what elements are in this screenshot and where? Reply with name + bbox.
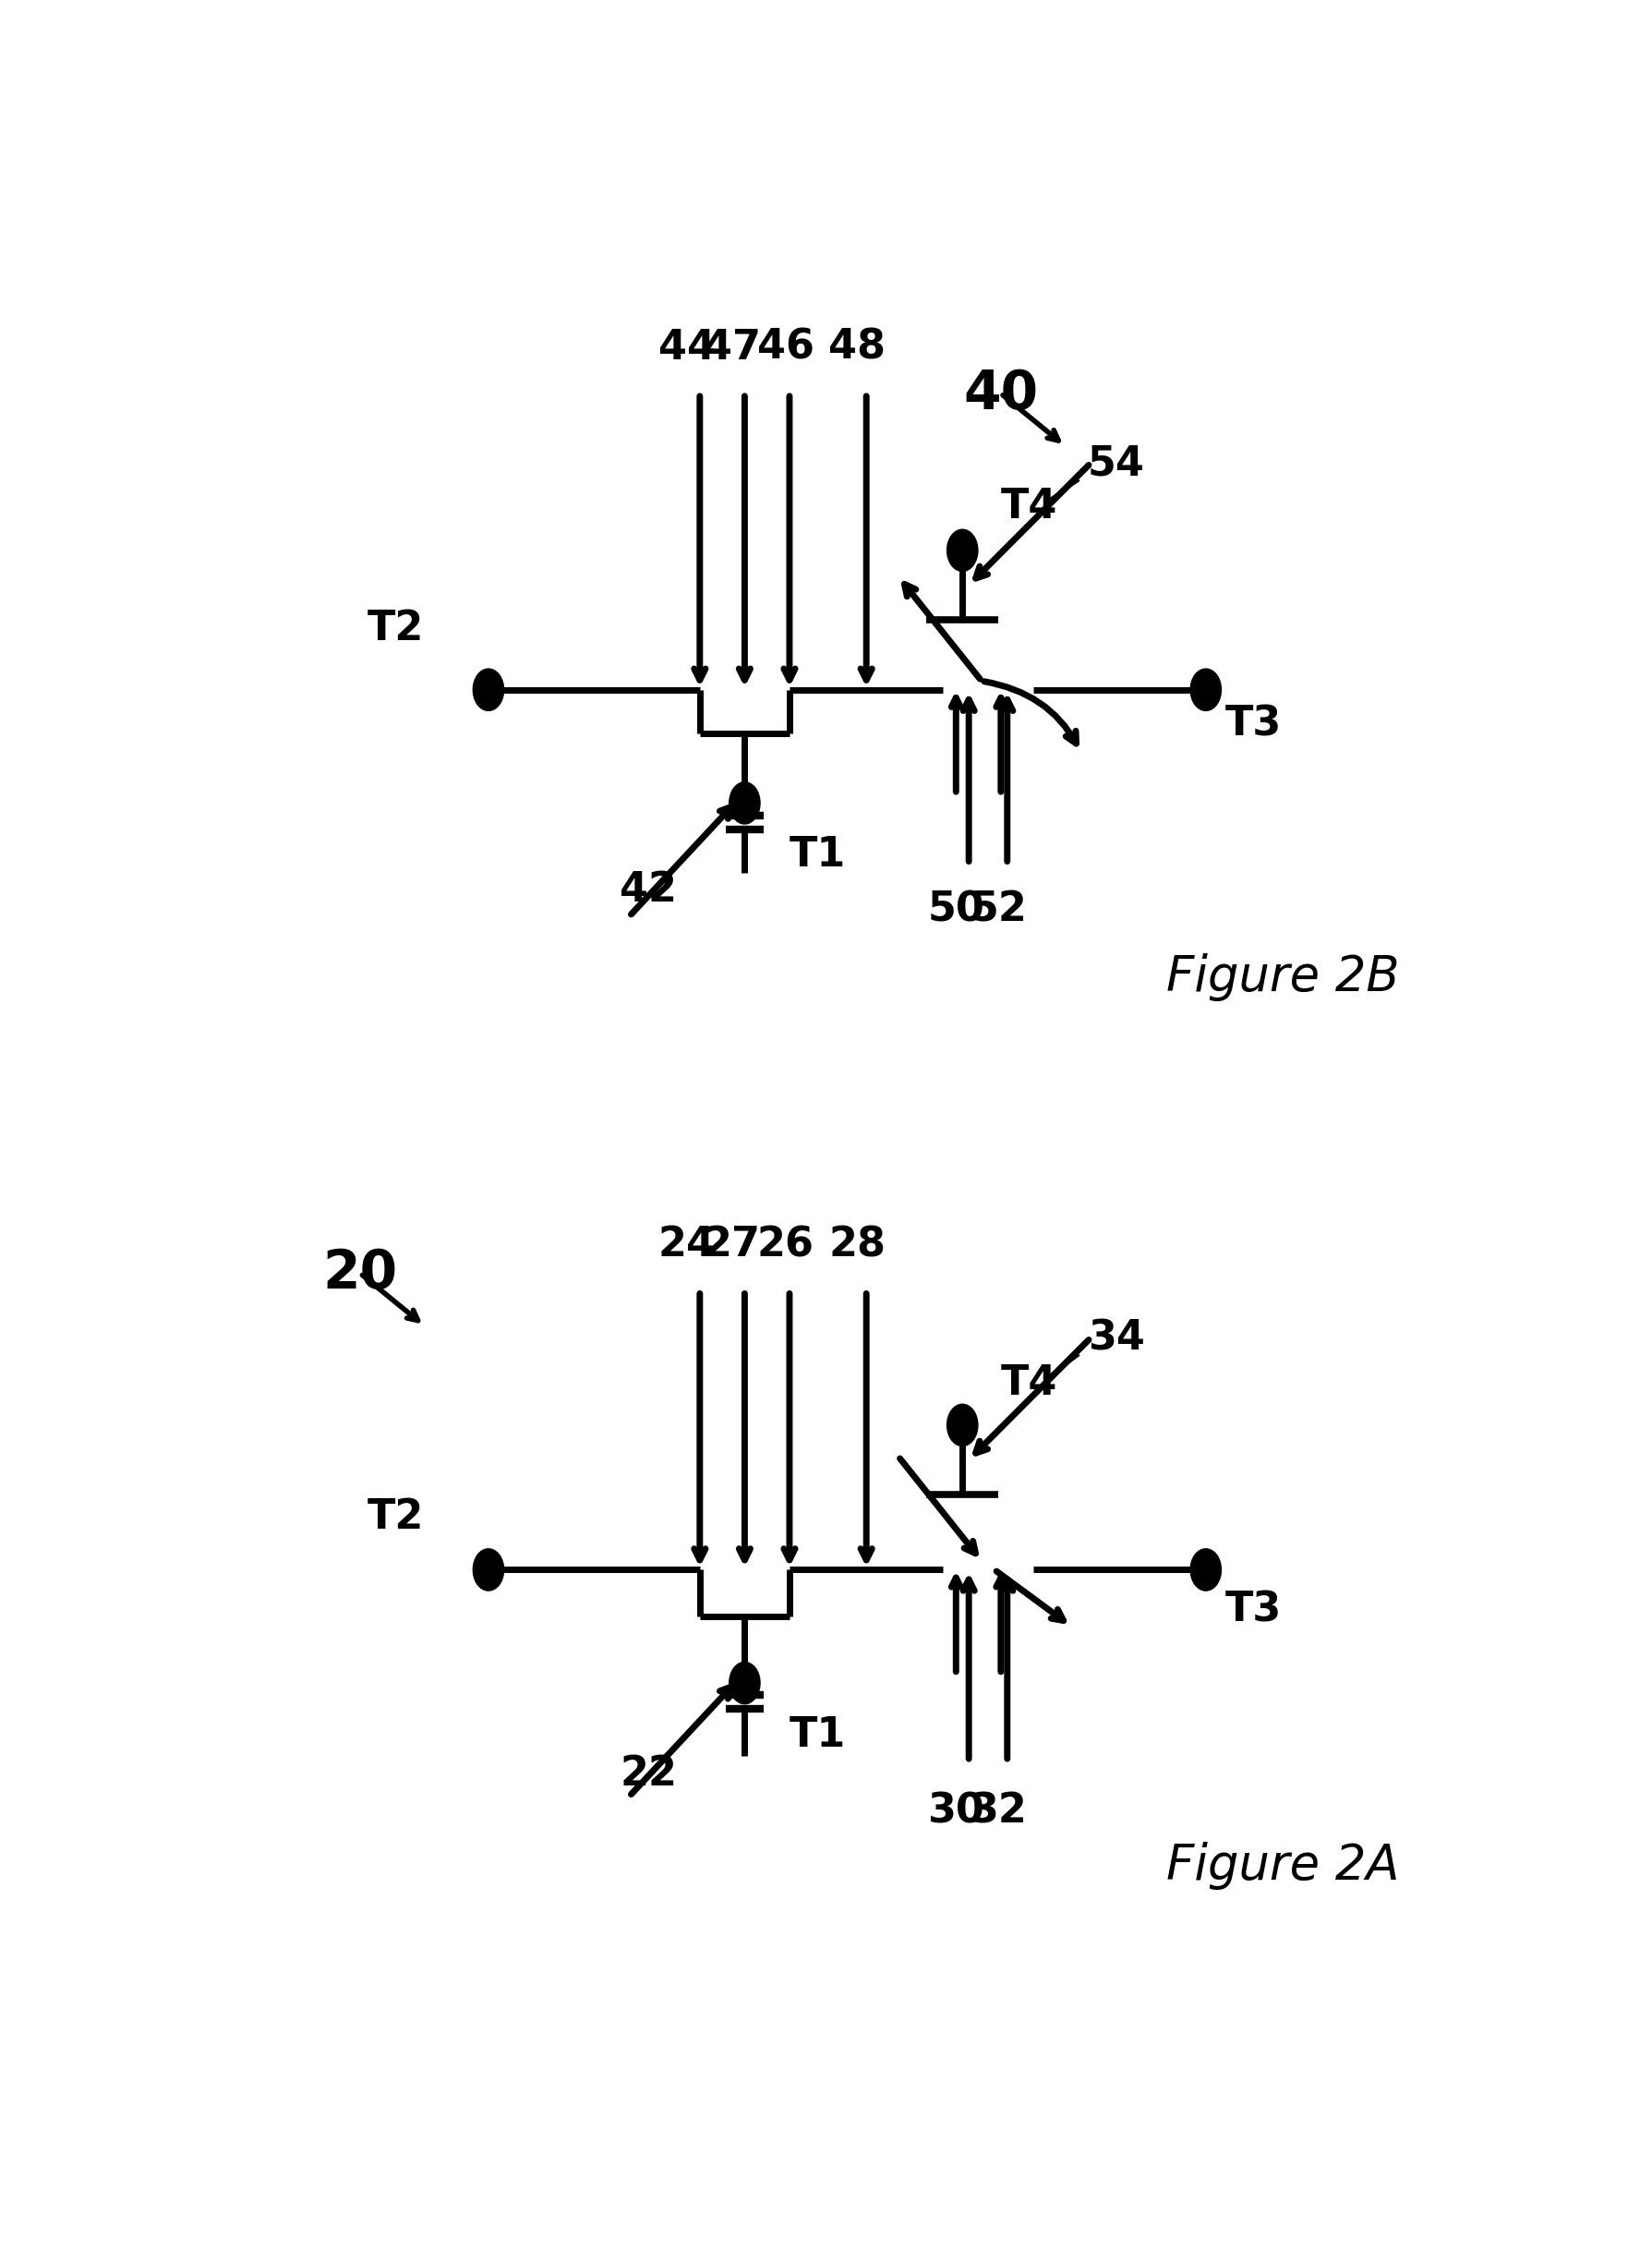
Text: 52: 52	[970, 889, 1026, 930]
Text: Figure 2B: Figure 2B	[1165, 953, 1399, 1000]
Circle shape	[1189, 1548, 1221, 1591]
Text: 24: 24	[657, 1224, 715, 1265]
Text: 54: 54	[1087, 444, 1145, 482]
Text: T1: T1	[790, 835, 846, 876]
Text: 40: 40	[963, 367, 1037, 421]
Text: 42: 42	[620, 871, 677, 910]
Circle shape	[472, 1548, 504, 1591]
Circle shape	[1189, 670, 1221, 711]
Text: 27: 27	[702, 1224, 760, 1265]
Text: T3: T3	[1224, 704, 1280, 745]
Text: 32: 32	[970, 1790, 1026, 1831]
Text: 20: 20	[322, 1247, 398, 1299]
Text: Figure 2A: Figure 2A	[1165, 1842, 1399, 1890]
Text: 46: 46	[757, 328, 814, 367]
Circle shape	[947, 1403, 978, 1446]
Circle shape	[729, 783, 760, 824]
Text: 34: 34	[1087, 1317, 1145, 1358]
Text: 28: 28	[828, 1224, 885, 1265]
Text: 44: 44	[657, 328, 715, 367]
Text: 48: 48	[828, 328, 885, 367]
Circle shape	[729, 1661, 760, 1704]
Text: T4: T4	[999, 487, 1057, 527]
Text: 47: 47	[702, 328, 760, 367]
Text: T1: T1	[790, 1715, 846, 1756]
Text: T2: T2	[367, 1498, 425, 1537]
Circle shape	[947, 530, 978, 570]
Text: 30: 30	[927, 1790, 985, 1831]
Text: 50: 50	[927, 889, 985, 930]
Circle shape	[472, 670, 504, 711]
Text: T4: T4	[999, 1362, 1057, 1403]
Text: T2: T2	[367, 609, 425, 649]
Text: 26: 26	[757, 1224, 814, 1265]
Text: 22: 22	[620, 1754, 677, 1795]
Text: T3: T3	[1224, 1591, 1280, 1629]
